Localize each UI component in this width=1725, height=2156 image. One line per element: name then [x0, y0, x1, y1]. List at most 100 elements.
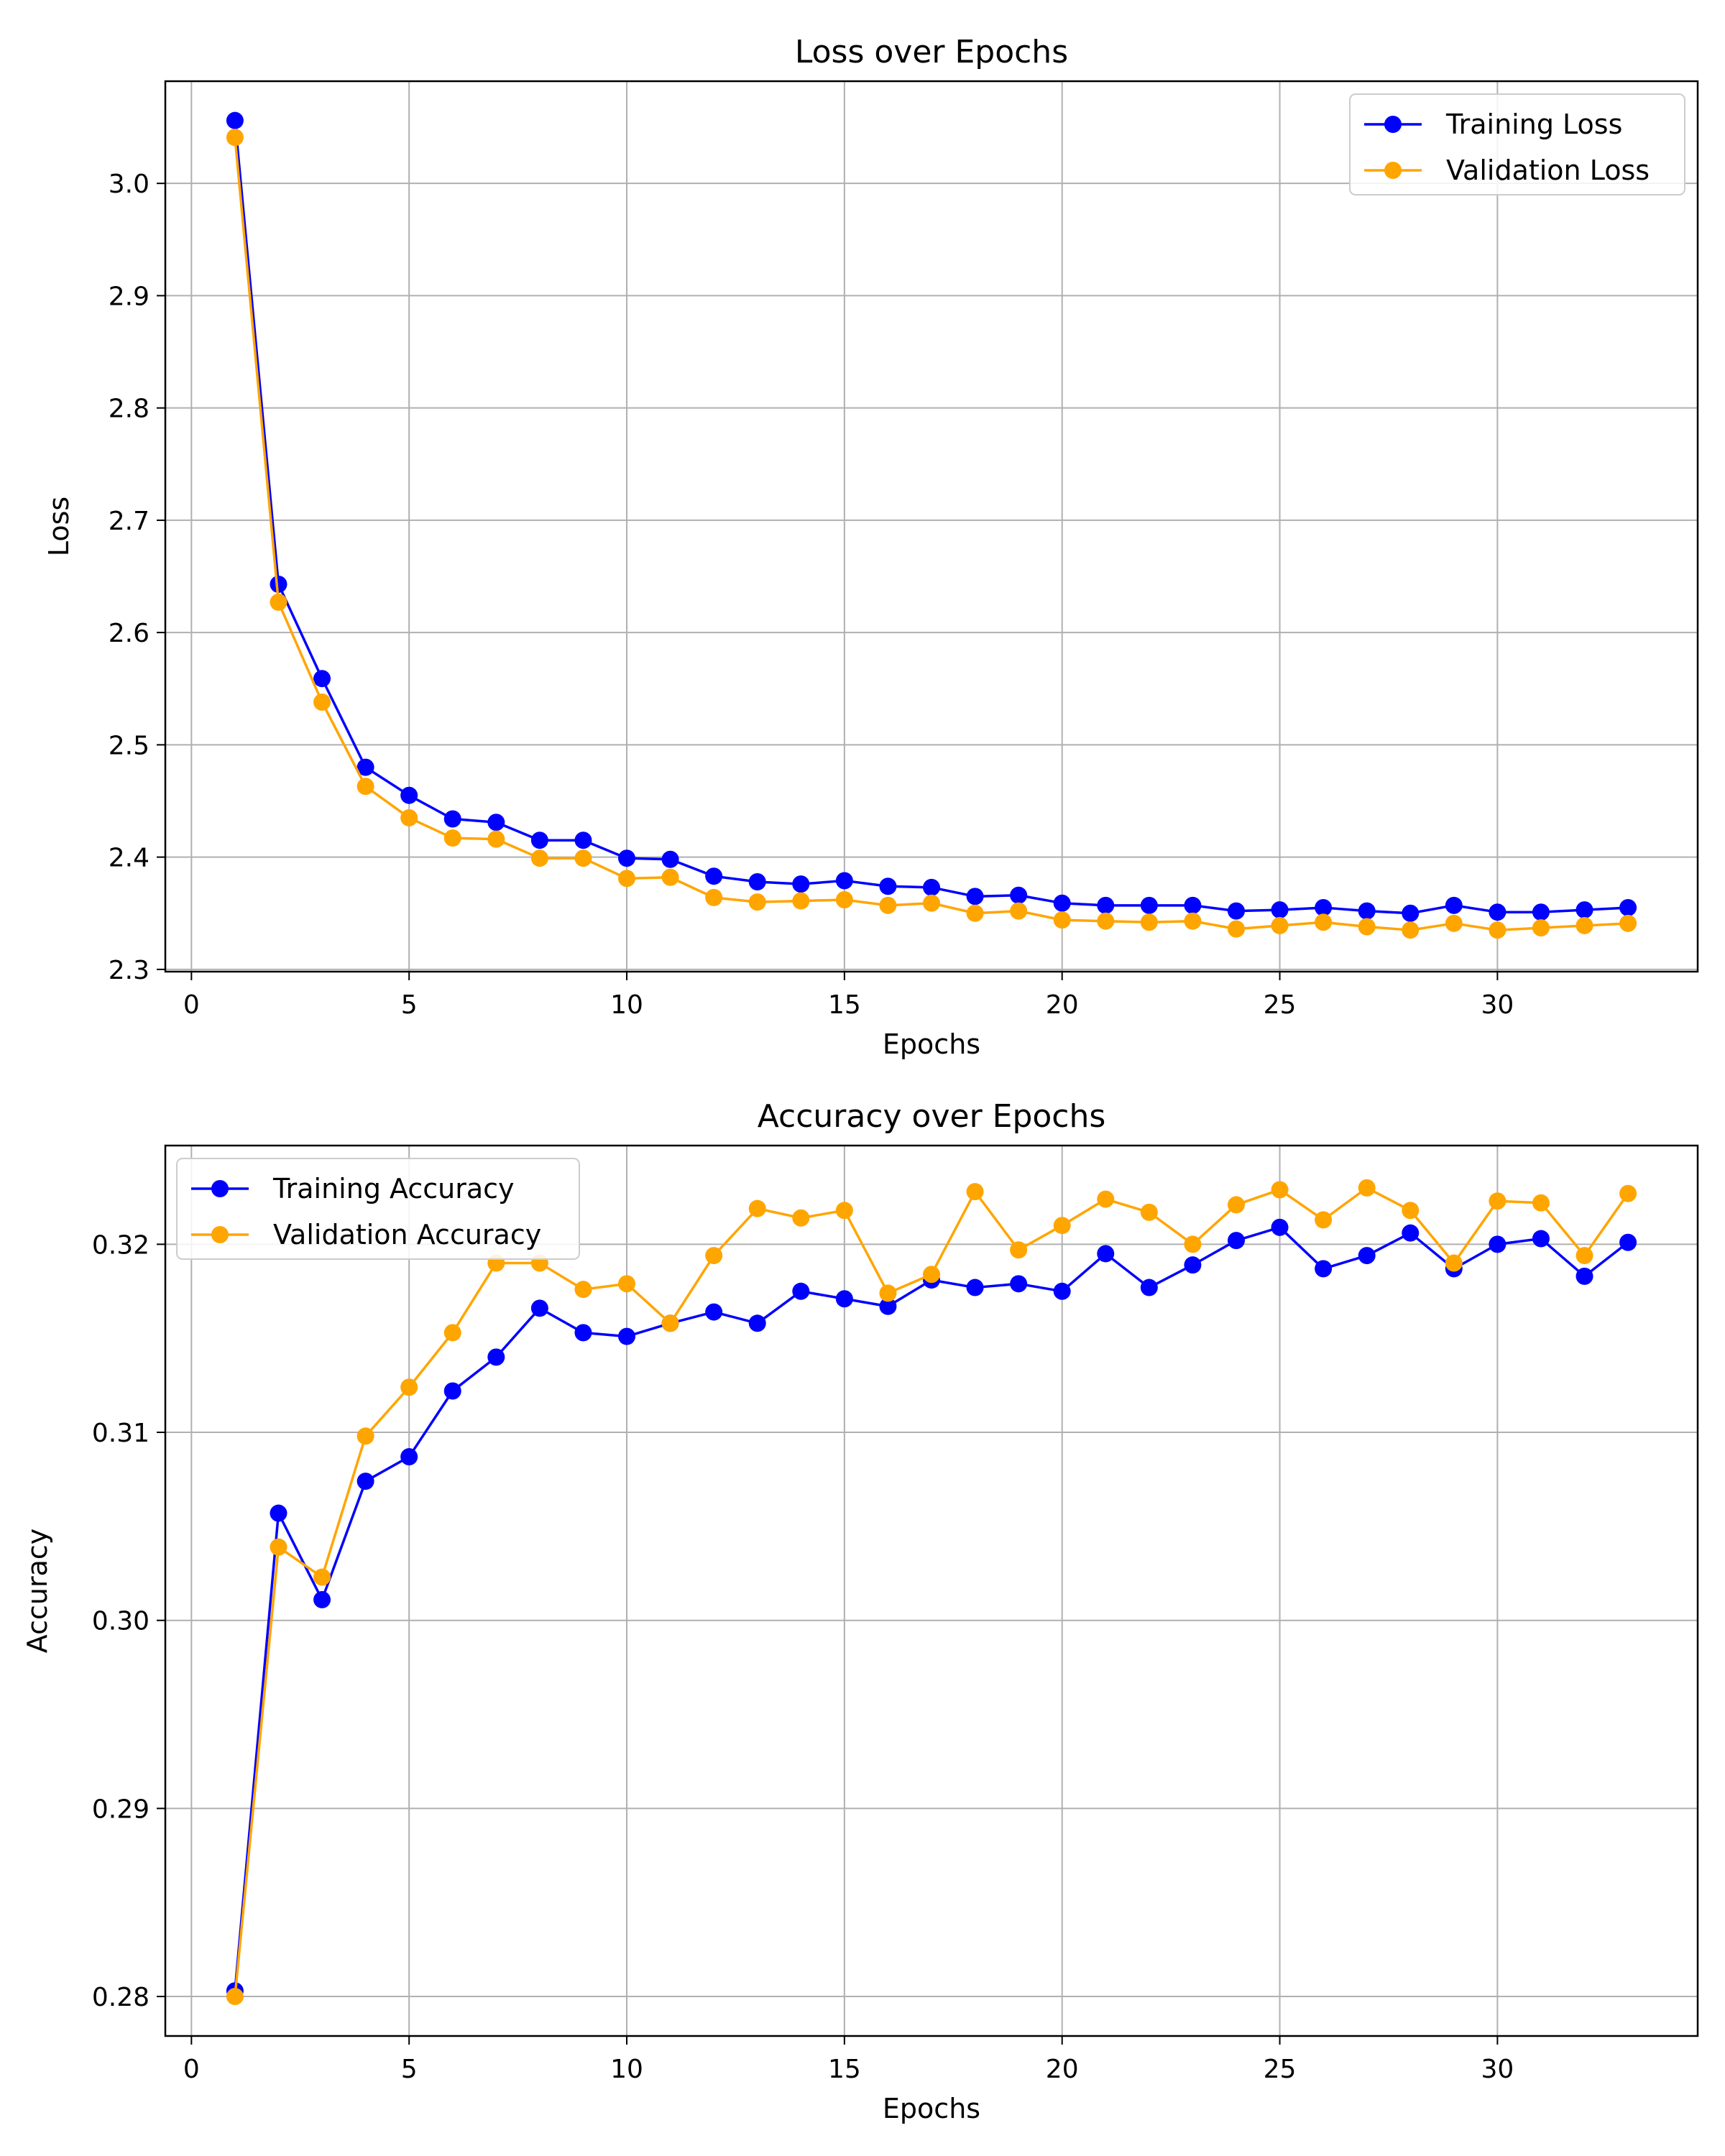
- data-point: [1619, 914, 1637, 932]
- data-point: [879, 877, 897, 895]
- y-tick-label: 2.4: [109, 844, 150, 873]
- y-tick-label: 2.8: [109, 395, 150, 424]
- data-point: [748, 893, 766, 911]
- data-point: [1402, 904, 1420, 922]
- data-point: [1184, 1235, 1202, 1253]
- x-tick-label: 25: [1264, 2055, 1297, 2084]
- legend-swatch-marker: [1384, 116, 1402, 133]
- x-tick-label: 30: [1481, 990, 1514, 1020]
- legend-label: Validation Accuracy: [273, 1219, 541, 1250]
- data-point: [705, 1303, 723, 1321]
- data-point: [1053, 1217, 1071, 1235]
- data-point: [1532, 1194, 1550, 1212]
- data-point: [748, 873, 766, 891]
- x-tick-label: 5: [401, 990, 418, 1020]
- plot-frame: [164, 80, 1699, 973]
- data-point: [443, 829, 461, 847]
- data-point: [1619, 898, 1637, 916]
- data-point: [530, 849, 548, 867]
- data-point: [1271, 1218, 1289, 1236]
- data-point: [1576, 1267, 1593, 1285]
- data-point: [574, 831, 592, 849]
- y-tick-label: 0.31: [92, 1419, 150, 1448]
- x-axis-label: Epochs: [883, 2093, 980, 2124]
- data-point: [487, 814, 505, 831]
- data-point: [966, 888, 984, 906]
- data-point: [835, 891, 853, 909]
- data-point: [574, 1281, 592, 1299]
- y-tick-label: 2.6: [109, 619, 150, 648]
- data-point: [1358, 1247, 1376, 1265]
- data-point: [1184, 1256, 1202, 1274]
- x-axis-label: Epochs: [883, 1028, 980, 1060]
- data-point: [966, 904, 984, 922]
- data-point: [313, 670, 331, 688]
- data-point: [618, 849, 636, 867]
- data-point: [1402, 1224, 1420, 1242]
- data-point: [1227, 920, 1245, 938]
- y-axis-label: Loss: [43, 497, 75, 556]
- data-point: [705, 867, 723, 885]
- series-line-1: [234, 1187, 1629, 1997]
- data-point: [313, 1568, 331, 1586]
- data-point: [1402, 1202, 1420, 1220]
- y-tick-label: 0.29: [92, 1795, 150, 1824]
- data-point: [400, 1378, 418, 1396]
- data-point: [313, 694, 331, 711]
- data-point: [1489, 921, 1506, 939]
- data-point: [443, 1382, 461, 1400]
- data-point: [661, 850, 679, 868]
- legend-box: [176, 1158, 580, 1260]
- series-line-1: [234, 137, 1629, 931]
- data-point: [1227, 1232, 1245, 1250]
- data-point: [879, 896, 897, 914]
- data-point: [1489, 1235, 1506, 1253]
- data-point: [1097, 912, 1115, 930]
- data-point: [313, 1590, 331, 1608]
- data-point: [1227, 1196, 1245, 1214]
- data-point: [1097, 1190, 1115, 1208]
- data-point: [1532, 1230, 1550, 1248]
- chart-title: Accuracy over Epochs: [758, 1098, 1106, 1135]
- data-point: [879, 1284, 897, 1302]
- data-point: [1402, 921, 1420, 939]
- x-tick-label: 0: [183, 2055, 200, 2084]
- y-tick-label: 0.30: [92, 1607, 150, 1636]
- data-point: [400, 786, 418, 804]
- data-point: [356, 1473, 374, 1491]
- data-point: [1097, 896, 1115, 914]
- chart-panel-loss: 0 5 10 15 20 25 30 2.3 2.4 2.5 2.6 2.7 2.8 2.9 3.0 Loss…: [43, 34, 1699, 1060]
- data-point: [1227, 902, 1245, 920]
- data-point: [661, 1314, 679, 1332]
- data-point: [1010, 1275, 1028, 1293]
- y-tick-label: 2.7: [109, 507, 150, 536]
- data-point: [270, 1538, 288, 1556]
- data-point: [1140, 913, 1158, 931]
- data-point: [792, 1282, 810, 1300]
- data-point: [1358, 1179, 1376, 1197]
- data-point: [1315, 913, 1333, 931]
- data-point: [1445, 914, 1463, 932]
- data-point: [226, 129, 244, 147]
- data-point: [1097, 1245, 1115, 1263]
- data-point: [270, 1504, 288, 1522]
- legend-label: Training Loss: [1445, 109, 1622, 140]
- data-point: [443, 810, 461, 828]
- legend-swatch-marker: [211, 1180, 229, 1197]
- x-tick-label: 10: [610, 2055, 643, 2084]
- legend-label: Validation Loss: [1446, 155, 1650, 186]
- x-tick-label: 15: [828, 990, 861, 1020]
- data-point: [530, 831, 548, 849]
- data-point: [966, 1183, 984, 1201]
- x-tick-label: 0: [183, 990, 200, 1020]
- data-point: [1315, 1260, 1333, 1278]
- data-point: [1532, 919, 1550, 937]
- data-point: [835, 1202, 853, 1220]
- data-point: [1010, 1241, 1028, 1259]
- data-point: [1271, 1181, 1289, 1199]
- x-tick-label: 30: [1481, 2055, 1514, 2084]
- data-point: [1053, 911, 1071, 929]
- data-point: [270, 593, 288, 611]
- data-point: [1010, 886, 1028, 904]
